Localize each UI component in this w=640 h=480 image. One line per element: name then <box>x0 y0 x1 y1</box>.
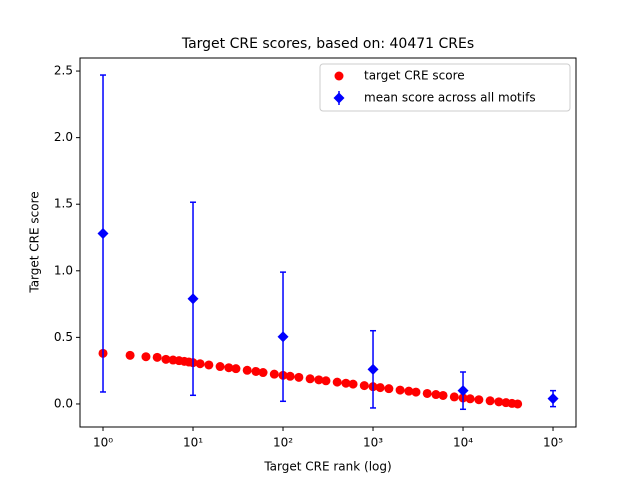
y-tick-label: 1.5 <box>54 197 73 211</box>
point <box>465 394 475 404</box>
diamond-point <box>457 385 469 397</box>
point <box>395 385 405 395</box>
x-tick-label: 10¹ <box>183 436 203 450</box>
point <box>305 374 315 384</box>
legend-marker <box>333 92 345 104</box>
point <box>431 390 441 400</box>
y-axis-label: Target CRE score <box>28 191 42 293</box>
y-tick-label: 1.0 <box>54 263 73 277</box>
legend-marker <box>334 71 344 81</box>
legend-label: mean score across all motifs <box>364 91 536 105</box>
point <box>494 397 504 407</box>
point <box>321 376 331 386</box>
x-tick-label: 10⁴ <box>453 436 473 450</box>
legend-label: target CRE score <box>364 69 465 83</box>
point <box>215 362 225 372</box>
point <box>224 363 234 373</box>
x-tick-label: 10² <box>273 436 293 450</box>
point <box>314 375 324 385</box>
chart-title: Target CRE scores, based on: 40471 CREs <box>181 36 474 52</box>
diamond-point <box>97 228 109 240</box>
point <box>251 366 261 376</box>
point <box>375 383 385 393</box>
point <box>404 386 414 396</box>
point <box>294 372 304 382</box>
point <box>411 387 421 397</box>
point <box>384 384 394 394</box>
point <box>341 378 351 388</box>
point <box>438 390 448 400</box>
point <box>474 395 484 405</box>
point <box>195 359 205 369</box>
point <box>269 369 279 379</box>
diamond-point <box>367 363 379 375</box>
point <box>204 360 214 370</box>
point <box>152 352 162 362</box>
point <box>359 381 369 391</box>
point <box>242 365 252 375</box>
point <box>348 379 358 389</box>
y-tick-label: 2.0 <box>54 130 73 144</box>
y-tick-label: 2.5 <box>54 64 73 78</box>
x-axis-label: Target CRE rank (log) <box>263 460 391 474</box>
point <box>449 392 459 402</box>
x-tick-label: 10⁵ <box>543 436 563 450</box>
point <box>332 377 342 387</box>
y-tick-label: 0.0 <box>54 396 73 410</box>
point <box>285 371 295 381</box>
diamond-point <box>187 293 199 305</box>
point <box>125 350 135 360</box>
point <box>231 364 241 374</box>
y-tick-label: 0.5 <box>54 330 73 344</box>
legend-box <box>319 63 571 112</box>
point <box>422 388 432 398</box>
point <box>485 396 495 406</box>
diamond-point <box>547 393 559 405</box>
diamond-point <box>277 331 289 343</box>
point <box>513 399 523 409</box>
point <box>161 354 171 364</box>
point <box>258 368 268 378</box>
point <box>141 352 151 362</box>
x-tick-label: 10⁰ <box>93 436 113 450</box>
plot-frame <box>79 57 577 428</box>
x-tick-label: 10³ <box>363 436 383 450</box>
